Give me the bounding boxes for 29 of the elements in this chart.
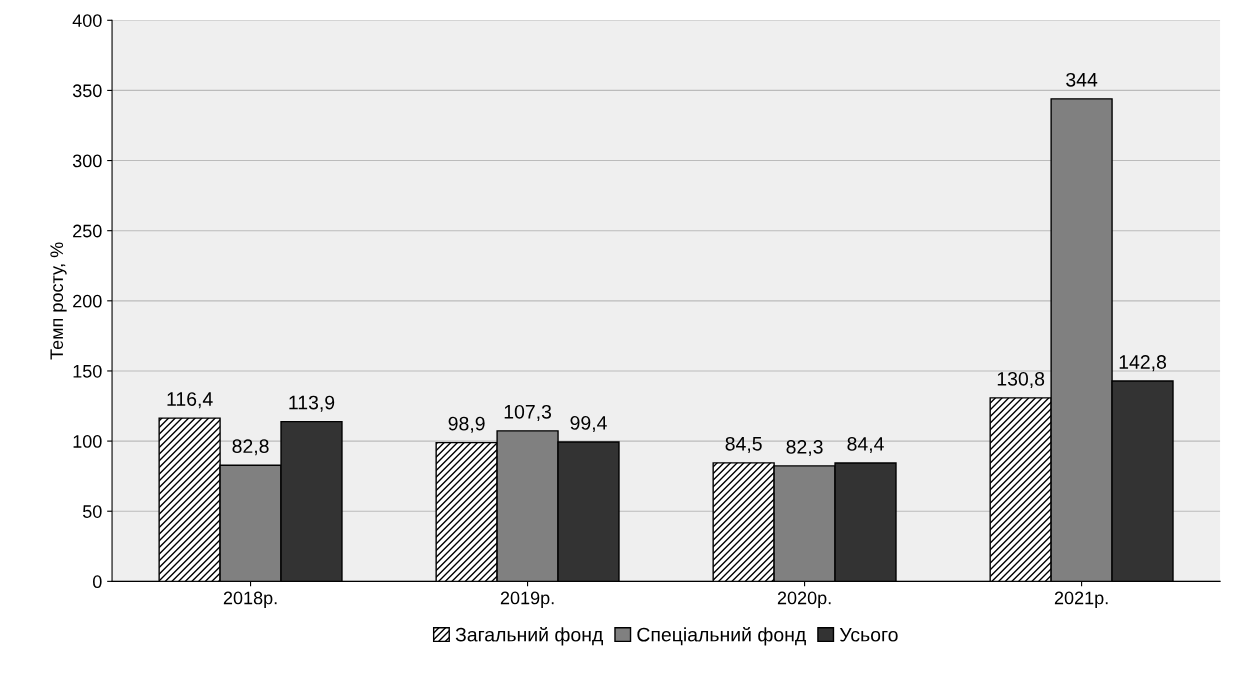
y-axis-title: Темп росту, % xyxy=(50,242,67,360)
x-tick-label: 2019р. xyxy=(500,591,554,608)
y-tick-label: 50 xyxy=(82,505,102,518)
data-label: 82,3 xyxy=(786,439,823,457)
y-tick-label: 250 xyxy=(73,224,102,238)
data-label: 113,9 xyxy=(289,395,335,412)
y-tick-label: 0 xyxy=(92,575,102,589)
data-label: 99,4 xyxy=(570,415,607,433)
data-label: 130,8 xyxy=(997,371,1045,389)
y-tick-label: 300 xyxy=(72,154,102,168)
data-label: 84,4 xyxy=(847,437,884,454)
data-label: 344 xyxy=(1066,72,1098,87)
data-label: 107,3 xyxy=(504,404,552,421)
data-label: 98,9 xyxy=(448,416,485,433)
data-label: 142,8 xyxy=(1119,355,1167,372)
legend-label: Спеціальний фонд xyxy=(637,626,806,646)
y-tick-label: 400 xyxy=(72,14,102,27)
data-label: 116,4 xyxy=(167,392,213,409)
x-tick-label: 2020р. xyxy=(777,591,831,608)
x-tick-label: 2021р. xyxy=(1054,591,1108,608)
y-tick-label: 350 xyxy=(72,84,102,98)
legend-label: Загальний фонд xyxy=(455,626,603,646)
legend-label: Усього xyxy=(839,627,898,642)
y-tick-label: 150 xyxy=(73,364,102,378)
x-tick-label: 2018р. xyxy=(223,591,277,608)
y-tick-label: 100 xyxy=(73,435,102,448)
data-label: 84,5 xyxy=(725,436,762,453)
y-tick-label: 200 xyxy=(73,294,102,308)
data-label: 82,8 xyxy=(232,439,269,456)
